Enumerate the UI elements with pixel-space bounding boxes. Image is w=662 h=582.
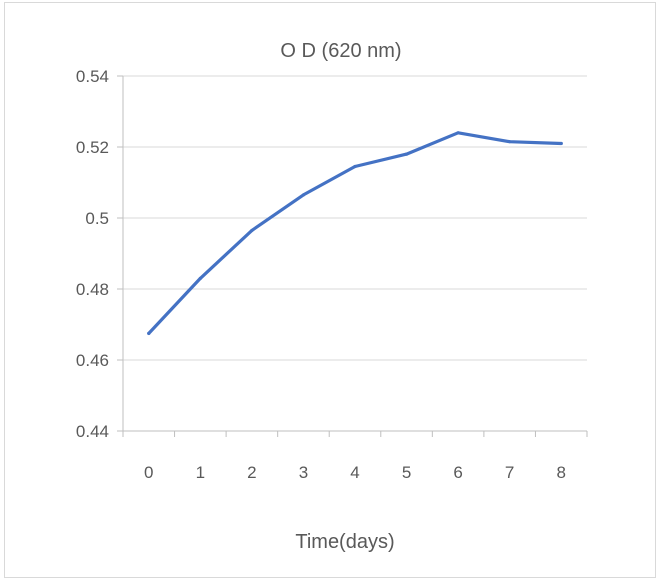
data-point [353, 164, 357, 169]
y-tick-label: 0.54 [76, 67, 109, 86]
data-point [198, 276, 202, 280]
data-point [456, 131, 460, 135]
data-point [250, 228, 254, 233]
x-tick-label: 2 [247, 463, 256, 482]
x-axis-title: Time(days) [295, 531, 394, 553]
axes [117, 75, 588, 437]
data-point [404, 152, 409, 156]
x-tick-label: 0 [144, 463, 153, 482]
data-point [559, 141, 563, 146]
y-tick-label: 0.44 [76, 422, 109, 441]
data-point [147, 331, 151, 335]
x-tick-label: 3 [299, 463, 308, 482]
series-layer [147, 131, 563, 335]
y-tick-label: 0.52 [76, 138, 109, 157]
y-axis-tick-labels: 0.44 0.46 0.48 0.5 0.52 0.54 [76, 67, 109, 441]
data-point [508, 140, 512, 144]
chart-frame [4, 2, 656, 578]
y-tick-label: 0.46 [76, 351, 109, 370]
data-point [301, 193, 306, 197]
x-axis-tick-labels: 0 1 2 3 4 5 6 7 8 [144, 463, 566, 482]
chart-title: O D (620 nm) [280, 40, 401, 62]
x-tick-label: 7 [505, 463, 514, 482]
x-tick-label: 1 [196, 463, 205, 482]
gridlines [123, 75, 587, 361]
x-tick-label: 8 [556, 463, 565, 482]
x-tick-label: 5 [402, 463, 411, 482]
y-tick-label: 0.5 [85, 209, 109, 228]
x-tick-label: 4 [350, 463, 359, 482]
x-tick-label: 6 [453, 463, 462, 482]
y-tick-label: 0.48 [76, 280, 109, 299]
series-line [147, 131, 563, 335]
